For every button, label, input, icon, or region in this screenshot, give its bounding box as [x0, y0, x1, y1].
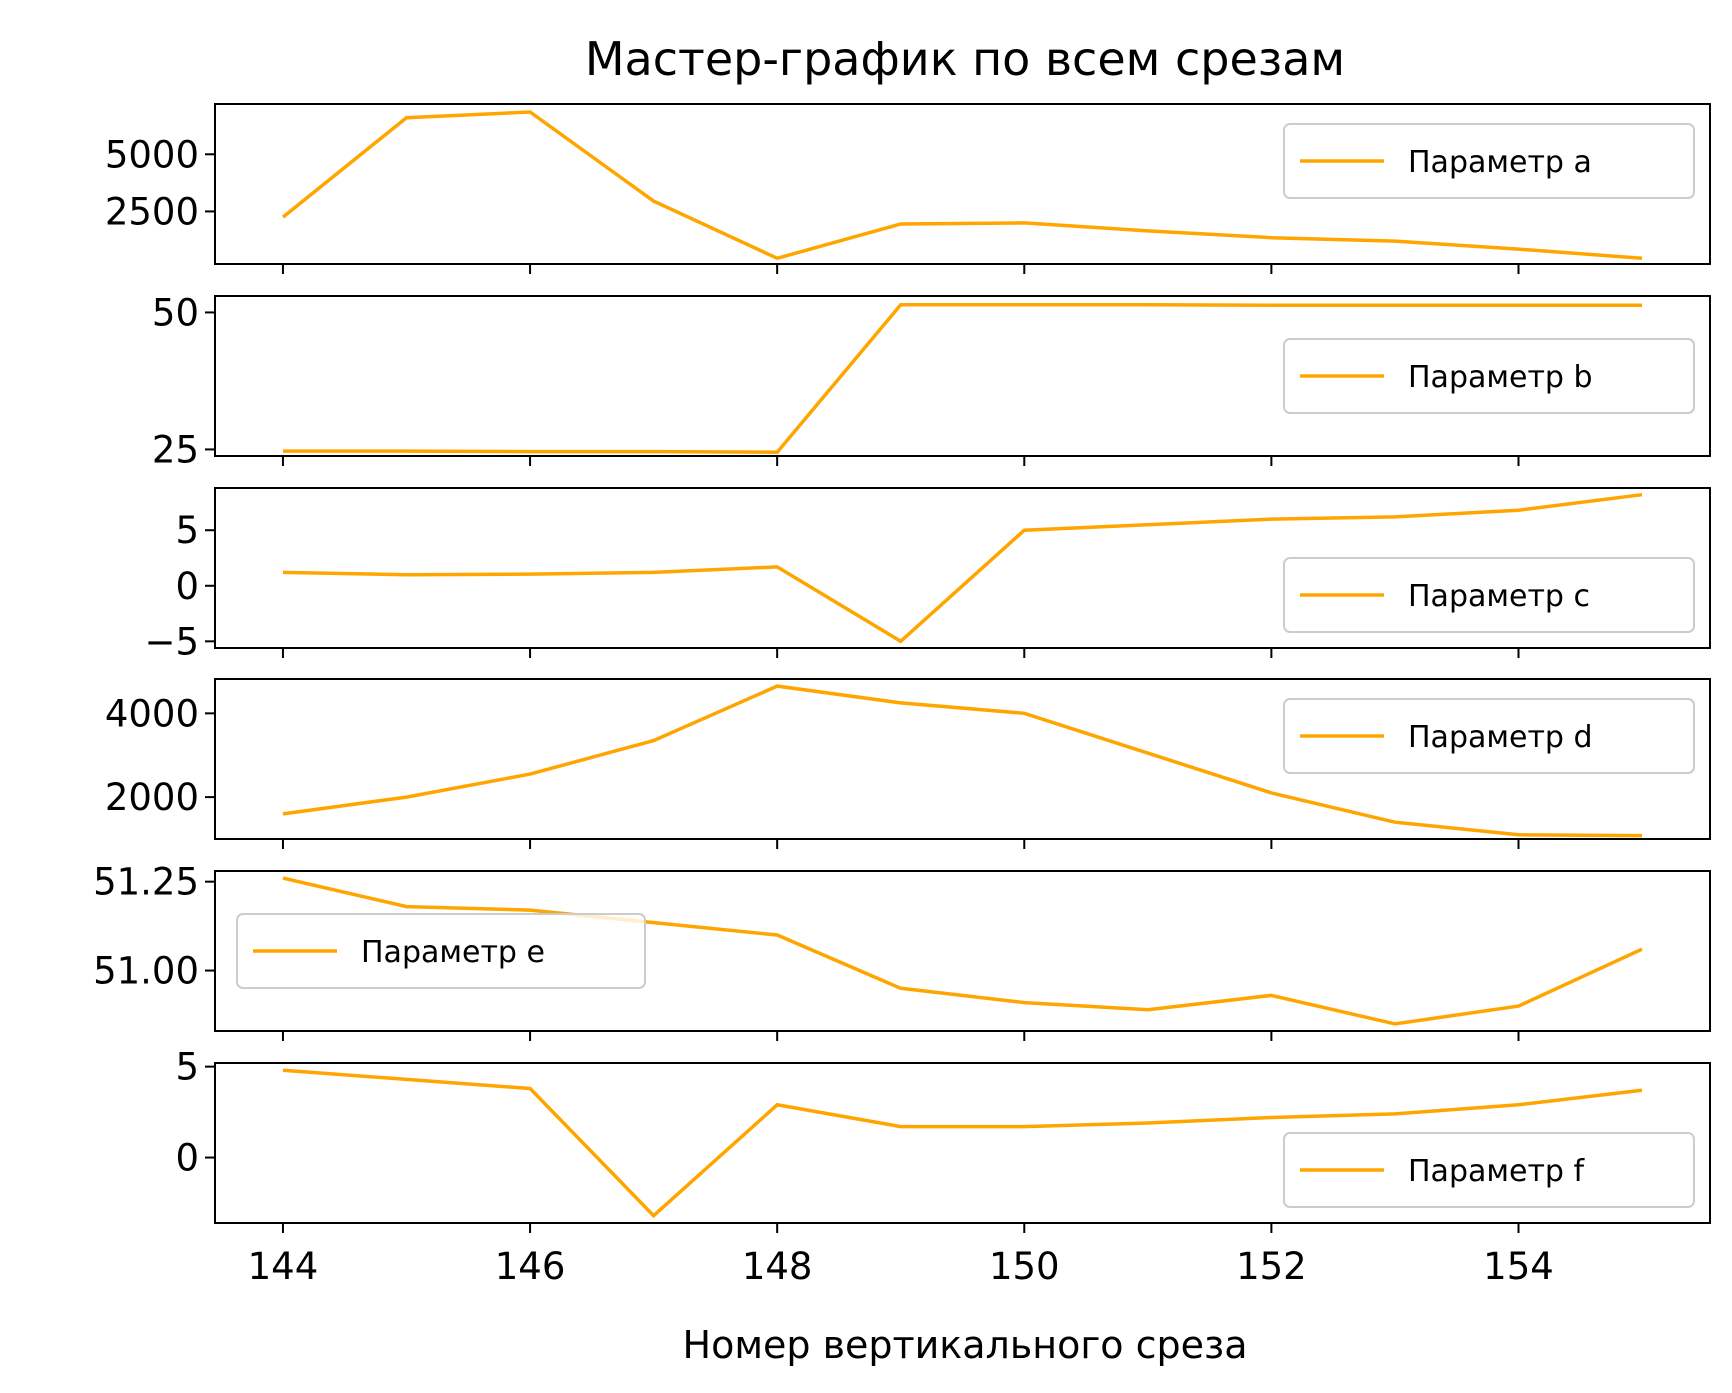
- x-tick-label: 146: [495, 1245, 566, 1288]
- y-tick-label: 0: [175, 1137, 199, 1180]
- subplot-3: −5 0 5 Параметр c: [144, 487, 1711, 663]
- legend-label: Параметр e: [361, 935, 545, 970]
- series-line-4: [282, 684, 1643, 838]
- x-tick-label: 152: [1236, 1245, 1307, 1288]
- y-tick-label: 5: [175, 509, 199, 552]
- subplot-4: 2000 4000 Параметр d: [105, 678, 1711, 849]
- y-tick-label: 5: [175, 1046, 199, 1089]
- y-tick-label: 50: [152, 291, 199, 334]
- axes-frame: [214, 870, 1711, 1032]
- legend-label: Параметр b: [1408, 360, 1593, 395]
- y-tick-label: 2000: [105, 776, 199, 819]
- chart-title: Мастер-график по всем срезам: [585, 32, 1345, 86]
- series-line-6: [282, 1068, 1643, 1219]
- subplot-1: 2500 5000 Параметр a: [105, 103, 1711, 274]
- y-tick-label: 4000: [105, 692, 199, 735]
- y-tick-label: 51.00: [93, 950, 199, 993]
- x-axis-label: Номер вертикального среза: [683, 1323, 1248, 1367]
- legend-box: [1283, 123, 1695, 199]
- y-tick-label: −5: [144, 620, 199, 663]
- series-line-3: [282, 492, 1643, 644]
- y-tick-label: 51.25: [93, 861, 199, 904]
- subplot-5: 51.00 51.25 Параметр e: [93, 861, 1711, 1041]
- legend: Параметр d: [1283, 698, 1695, 774]
- legend-label: Параметр a: [1408, 145, 1592, 180]
- legend: Параметр b: [1283, 338, 1695, 414]
- series-line-1: [281, 110, 1643, 261]
- legend: Параметр f: [1283, 1132, 1695, 1208]
- subplot-2: 25 50 Параметр b: [152, 291, 1711, 471]
- legend-box: [236, 913, 646, 989]
- x-tick-label: 144: [248, 1245, 319, 1288]
- legend-box: [1283, 557, 1695, 633]
- y-tick-label: 25: [152, 428, 199, 471]
- legend-box: [1283, 698, 1695, 774]
- legend-label: Параметр f: [1408, 1154, 1586, 1189]
- y-tick-label: 0: [175, 565, 199, 608]
- legend: Параметр a: [1283, 123, 1695, 199]
- y-tick-label: 5000: [105, 133, 199, 176]
- y-tick-label: 2500: [105, 190, 199, 233]
- series-line-2: [283, 303, 1642, 454]
- axes-frame: [214, 678, 1711, 840]
- axes-frame: [214, 103, 1711, 265]
- legend: Параметр e: [236, 913, 646, 989]
- x-tick-label: 150: [989, 1245, 1060, 1288]
- series-line-5: [282, 876, 1643, 1026]
- axes-frame: [214, 295, 1711, 457]
- x-tick-label: 154: [1483, 1245, 1554, 1288]
- legend-label: Параметр d: [1408, 720, 1593, 755]
- x-tick-label: 148: [742, 1245, 813, 1288]
- legend-box: [1283, 338, 1695, 414]
- legend-label: Параметр c: [1408, 579, 1590, 614]
- axes-frame: [214, 487, 1711, 649]
- subplot-6: 0 5 144 146 148 150 152 154 Параметр f: [175, 1046, 1711, 1288]
- legend-box: [1283, 1132, 1695, 1208]
- legend: Параметр c: [1283, 557, 1695, 633]
- axes-frame: [214, 1062, 1711, 1224]
